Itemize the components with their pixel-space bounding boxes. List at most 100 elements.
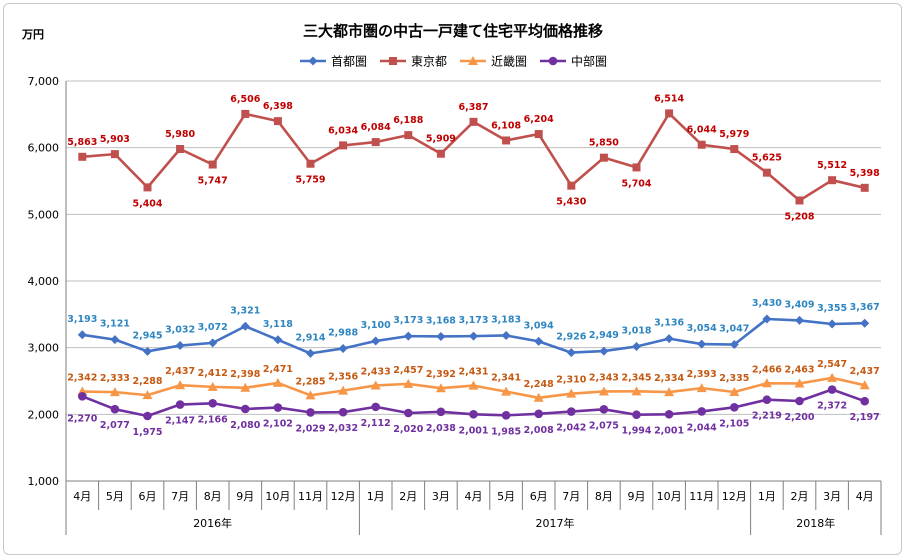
data-point [436,407,446,417]
data-label: 2,042 [556,423,586,434]
x-tick-label: 12月 [722,490,747,503]
data-point [143,346,152,356]
y-tick-label: 5,000 [28,208,60,221]
data-point [664,334,674,344]
data-point [436,149,445,158]
data-label: 6,108 [491,120,521,131]
data-label: 2,431 [458,367,488,378]
y-tick-label: 3,000 [28,342,60,355]
data-point [371,138,380,147]
data-label: 2,412 [198,368,228,379]
data-label: 3,173 [458,315,488,326]
data-point [664,409,674,419]
data-label: 2,044 [687,422,717,433]
x-tick-label: 9月 [628,490,646,503]
data-label: 2,926 [556,332,586,343]
year-label: 2016年 [193,516,232,530]
data-label: 2,001 [458,425,488,436]
data-label: 2,147 [165,416,195,427]
data-label: 2,166 [198,414,228,425]
data-point [306,348,315,358]
unit-label: 万円 [21,28,44,41]
data-label: 2,102 [263,419,293,430]
data-label: 2,988 [328,327,358,338]
data-label: 3,121 [100,319,130,330]
data-label: 2,001 [654,425,684,436]
data-label: 2,112 [361,418,391,429]
data-label: 2,433 [361,366,391,377]
x-tick-label: 5月 [497,490,515,503]
x-tick-label: 11月 [298,490,323,503]
data-label: 6,188 [393,115,423,126]
data-point [435,383,446,393]
x-tick-label: 1月 [367,490,385,503]
x-tick-label: 8月 [595,490,613,503]
data-label: 3,168 [426,315,456,326]
data-point [501,411,511,420]
data-point [77,330,87,340]
data-label: 2,032 [328,423,358,434]
data-point [631,386,642,396]
y-tick-label: 2,000 [28,408,60,421]
data-label: 3,183 [491,314,521,325]
data-point [566,388,577,398]
data-point [468,56,478,65]
x-tick-label: 1月 [758,490,776,503]
data-point [370,380,381,390]
data-label: 2,200 [784,412,814,423]
data-label: 2,343 [589,372,619,383]
y-tick-label: 7,000 [28,75,60,88]
data-point [762,395,772,405]
data-label: 2,392 [426,369,456,380]
data-label: 1,994 [621,426,651,437]
y-tick-label: 4,000 [28,275,60,288]
x-tick-label: 5月 [106,490,124,503]
data-point [729,340,739,350]
data-point [240,382,251,392]
data-label: 3,355 [817,303,847,314]
x-tick-label: 4月 [856,490,874,503]
data-point [534,130,543,139]
x-tick-label: 6月 [530,490,548,503]
data-point [729,387,740,396]
data-label: 2,038 [426,423,456,434]
data-point [567,181,576,190]
data-point [502,136,511,145]
data-point [339,141,348,150]
data-label: 2,219 [752,411,782,422]
x-tick-label: 3月 [823,490,841,503]
data-point [175,400,185,409]
data-point [598,386,609,396]
data-point [338,407,348,417]
data-label: 2,075 [589,420,619,431]
data-label: 2,463 [784,364,814,375]
x-tick-label: 12月 [331,490,356,503]
data-point [632,163,641,172]
data-label: 2,471 [263,364,293,375]
data-label: 6,204 [524,114,554,125]
data-point [110,335,120,345]
data-label: 3,047 [719,324,749,335]
data-point [208,338,218,348]
data-point [175,380,186,390]
data-point [272,377,283,387]
data-point [371,402,381,412]
data-label: 3,193 [67,314,97,325]
data-label: 2,372 [817,401,847,412]
data-point [143,183,152,192]
data-point [567,407,576,416]
data-point [664,387,675,397]
data-label: 5,903 [100,134,130,145]
data-point [109,387,120,397]
data-point [730,145,739,154]
data-point [860,183,869,192]
data-label: 6,398 [263,101,293,112]
data-point [110,404,120,414]
data-point [371,336,381,346]
data-point [730,403,739,412]
data-label: 2,345 [621,372,651,383]
data-point [208,398,217,408]
chart-title: 三大都市圏の中古一戸建て住宅平均価格推移 [303,22,603,40]
data-point [207,381,218,391]
